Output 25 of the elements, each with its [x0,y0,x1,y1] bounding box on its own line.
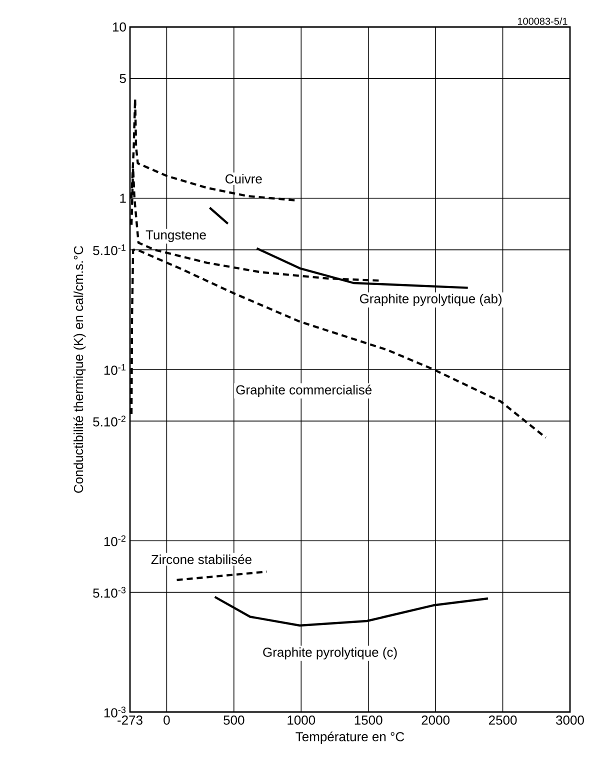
series-label: Graphite pyrolytique (ab) [360,294,502,306]
y-tick-label: 1 [120,194,126,203]
x-tick-label: 1500 [354,716,382,725]
series-label: Tungstene [146,230,206,242]
y-tick-label: 10 [112,22,126,32]
series-label: Zircone stabilisée [151,554,252,564]
x-tick-label: 1000 [288,716,316,725]
y-tick-label: 5 [120,74,126,84]
x-tick-label: 2000 [422,716,450,725]
y-tick-label: 10$^{-2}$ [104,535,126,546]
x-tick-label: -273 [118,716,142,725]
x-tick-label: 3000 [556,716,584,725]
x-axis-title: Température en °C [296,732,404,744]
x-tick-label: 0 [164,716,170,725]
y-tick-label: 5.10$^{-1}$ [93,244,126,256]
series-label: Cuivre [226,174,262,184]
y-tick-label: 5.10$^{-2}$ [93,416,126,426]
y-tick-label: 10$^{-1}$ [104,364,126,375]
text: Graphite pyrolytique (c) [263,647,397,660]
text: 100083-5/1 [518,17,568,25]
y-axis-title: Conductibilité thermique (K) en cal/cm.s.°C [73,246,86,493]
y-tick-label: 5.10$^{-3}$ [93,586,126,598]
text: Graphite commercialisé [236,384,372,398]
x-tick-label: 2500 [488,716,517,725]
x-tick-label: 500 [224,716,244,725]
